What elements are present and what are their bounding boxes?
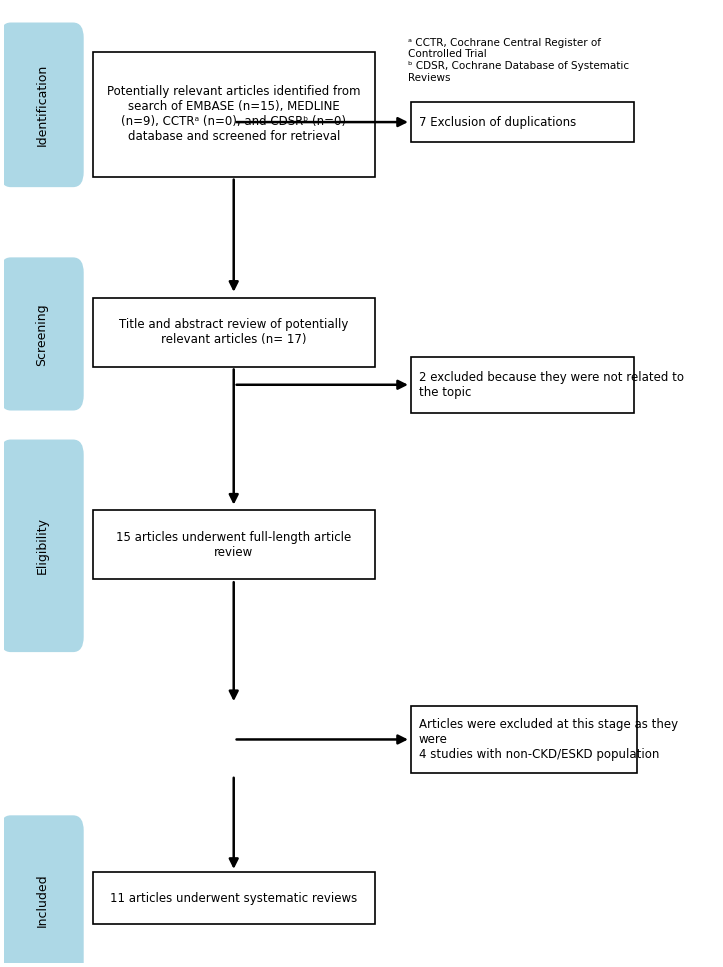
- FancyBboxPatch shape: [93, 872, 375, 924]
- Text: Title and abstract review of potentially
relevant articles (n= 17): Title and abstract review of potentially…: [119, 318, 348, 346]
- FancyBboxPatch shape: [1, 440, 83, 651]
- FancyBboxPatch shape: [411, 706, 637, 773]
- FancyBboxPatch shape: [93, 52, 375, 177]
- Text: 7 Exclusion of duplications: 7 Exclusion of duplications: [419, 116, 576, 129]
- FancyBboxPatch shape: [1, 258, 83, 410]
- Text: Identification: Identification: [35, 64, 48, 146]
- FancyBboxPatch shape: [93, 511, 375, 579]
- Text: Eligibility: Eligibility: [35, 517, 48, 574]
- Text: 2 excluded because they were not related to
the topic: 2 excluded because they were not related…: [419, 370, 684, 398]
- Text: 11 articles underwent systematic reviews: 11 articles underwent systematic reviews: [110, 892, 357, 904]
- FancyBboxPatch shape: [1, 23, 83, 187]
- Text: 15 articles underwent full-length article
review: 15 articles underwent full-length articl…: [116, 531, 351, 559]
- FancyBboxPatch shape: [411, 102, 634, 142]
- FancyBboxPatch shape: [411, 357, 634, 413]
- Text: ᵃ CCTR, Cochrane Central Register of
Controlled Trial
ᵇ CDSR, Cochrane Database : ᵃ CCTR, Cochrane Central Register of Con…: [408, 38, 629, 82]
- Text: Potentially relevant articles identified from
search of EMBASE (n=15), MEDLINE
(: Potentially relevant articles identified…: [107, 85, 361, 143]
- Text: Included: Included: [35, 874, 48, 927]
- FancyBboxPatch shape: [1, 816, 83, 967]
- Text: Screening: Screening: [35, 304, 48, 366]
- Text: Articles were excluded at this stage as they
were
4 studies with non-CKD/ESKD po: Articles were excluded at this stage as …: [419, 718, 677, 761]
- FancyBboxPatch shape: [93, 298, 375, 366]
